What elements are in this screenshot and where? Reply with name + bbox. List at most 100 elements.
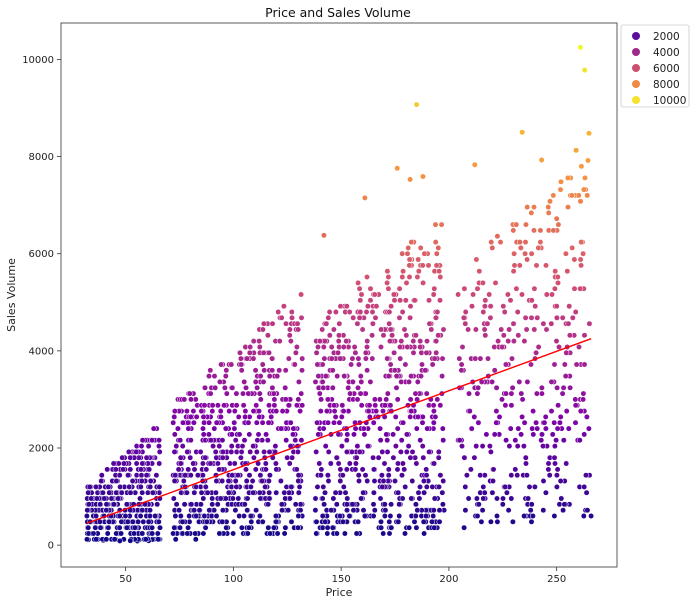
legend-label: 8000 (653, 79, 680, 91)
scatter-point (360, 507, 367, 514)
scatter-point (542, 425, 549, 432)
legend-label: 10000 (653, 95, 686, 107)
scatter-point (200, 413, 207, 420)
scatter-point (408, 239, 415, 246)
scatter-point (472, 355, 479, 362)
scatter-point (127, 537, 134, 544)
scatter-point (250, 489, 257, 496)
scatter-point (131, 524, 138, 531)
scatter-point (220, 448, 226, 455)
scatter-point (474, 390, 481, 397)
scatter-point (377, 495, 384, 502)
scatter-point (252, 367, 259, 374)
scatter-point (466, 390, 472, 397)
y-axis: 0 2000 4000 6000 8000 10000 (22, 55, 61, 552)
scatter-point (264, 332, 271, 339)
scatter-point (510, 320, 517, 327)
scatter-point (586, 130, 592, 137)
scatter-point (203, 518, 210, 525)
scatter-point (387, 338, 393, 345)
scatter-point (394, 425, 401, 432)
scatter-point (228, 448, 235, 455)
scatter-point (146, 466, 153, 473)
scatter-point (397, 355, 404, 362)
scatter-point (171, 408, 178, 415)
scatter-point (549, 291, 555, 298)
scatter-point (225, 478, 232, 484)
scatter-point (321, 501, 328, 508)
scatter-point (396, 285, 403, 292)
scatter-point (85, 524, 92, 531)
scatter-point (546, 472, 553, 479)
scatter-point (364, 443, 371, 450)
scatter-point (385, 472, 392, 479)
scatter-point (319, 361, 326, 368)
scatter-point (519, 129, 526, 136)
scatter-point (345, 384, 352, 391)
scatter-point (247, 448, 254, 455)
scatter-point (425, 262, 432, 269)
scatter-point (343, 338, 350, 345)
scatter-point (230, 518, 237, 525)
scatter-point (156, 443, 162, 450)
scatter-point (471, 161, 478, 168)
scatter-point (223, 390, 230, 397)
scatter-point (266, 489, 273, 496)
scatter-point (473, 495, 480, 502)
scatter-point (419, 361, 425, 368)
scatter-point (286, 495, 293, 502)
scatter-point (586, 320, 593, 327)
scatter-point (171, 524, 178, 531)
scatter-point (406, 274, 413, 280)
scatter-point (183, 489, 190, 496)
scatter-point (403, 279, 410, 286)
scatter-point (231, 408, 238, 415)
scatter-point (461, 454, 468, 461)
scatter-point (264, 437, 271, 444)
scatter-point (392, 413, 399, 420)
scatter-point (325, 478, 332, 484)
scatter-point (124, 518, 131, 525)
scatter-point (370, 489, 377, 496)
scatter-point (412, 513, 419, 519)
scatter-point (283, 437, 290, 444)
scatter-point (238, 524, 245, 531)
scatter-point (191, 489, 198, 496)
scatter-point (361, 194, 368, 201)
scatter-point (465, 326, 472, 333)
scatter-point (564, 268, 571, 275)
scatter-point (423, 483, 430, 490)
scatter-point (179, 518, 186, 525)
scatter-point (553, 215, 560, 222)
x-tick-label: 200 (439, 574, 458, 585)
scatter-point (485, 355, 491, 362)
scatter-point (256, 513, 263, 519)
x-tick-label: 250 (547, 574, 566, 585)
scatter-point (293, 402, 300, 409)
scatter-point (328, 355, 335, 362)
scatter-point (477, 472, 484, 479)
scatter-point (403, 448, 410, 455)
scatter-point (492, 279, 499, 286)
scatter-point (242, 413, 249, 420)
scatter-point (500, 332, 507, 339)
scatter-point (389, 332, 396, 339)
scatter-point (370, 513, 377, 519)
scatter-point (173, 501, 180, 508)
scatter-point (419, 262, 426, 269)
scatter-point (278, 425, 285, 432)
scatter-point (486, 291, 493, 298)
scatter-point (559, 390, 566, 397)
scatter-point (515, 425, 522, 432)
scatter-point (523, 326, 530, 333)
scatter-point (213, 478, 220, 484)
scatter-point (531, 227, 537, 234)
scatter-point (267, 530, 274, 537)
scatter-point (246, 524, 252, 531)
scatter-point (516, 262, 523, 269)
scatter-point (458, 361, 465, 368)
scatter-point (391, 367, 398, 374)
scatter-point (244, 507, 251, 514)
scatter-point (149, 530, 156, 537)
scatter-point (116, 513, 123, 519)
